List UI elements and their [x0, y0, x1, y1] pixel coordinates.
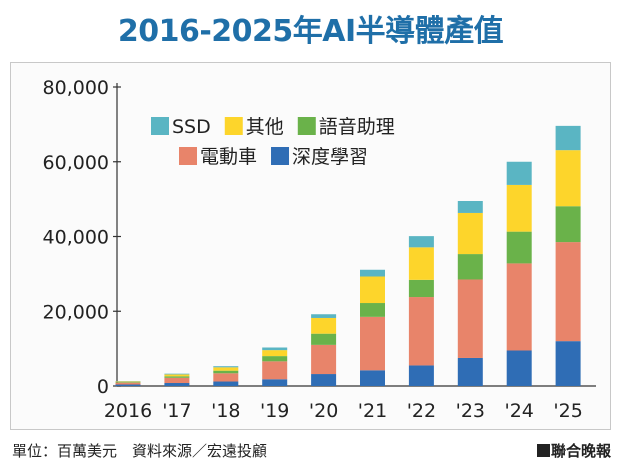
legend-swatch [297, 117, 316, 135]
bar-segment [213, 370, 239, 374]
bar-segment [408, 279, 434, 298]
bar-segment [164, 373, 190, 375]
y-tick-label: 60,000 [43, 152, 109, 174]
bar-segment [115, 381, 141, 383]
bar-segment [457, 212, 483, 255]
bar-segment [213, 381, 239, 386]
brand-square-icon [536, 444, 550, 457]
bar-segment [311, 374, 337, 386]
bar-segment [360, 269, 385, 277]
legend-label: 語音助理 [319, 116, 395, 138]
bar-segment [360, 303, 385, 317]
bar-segment [506, 263, 532, 351]
bar-segment [164, 374, 190, 377]
bar-segment [408, 297, 434, 366]
bar-segment [506, 161, 532, 185]
bar-segment [360, 370, 385, 386]
bar-segment [457, 200, 483, 213]
y-tick-label: 0 [97, 376, 109, 398]
y-tick-label: 80,000 [43, 77, 109, 99]
bar-segment [555, 125, 581, 151]
y-tick-label: 40,000 [43, 227, 109, 249]
bar-segment [311, 314, 337, 318]
bar-segment [360, 316, 385, 371]
bar-segment [115, 384, 141, 386]
bar-segment [262, 347, 288, 351]
publisher-brand: 聯合晚報 [536, 440, 611, 461]
bar-segment [164, 376, 190, 378]
y-tick-label: 20,000 [43, 301, 109, 323]
bar-segment [506, 350, 532, 386]
bar-segment [262, 356, 288, 362]
bar-segment [213, 367, 239, 371]
bar-segment [408, 236, 434, 248]
bar-segment [164, 377, 190, 384]
bar-segment [555, 150, 581, 207]
x-tick-label: '17 [162, 400, 191, 422]
x-tick-label: '19 [260, 400, 289, 422]
bar-segment [457, 279, 483, 358]
bar-segment [164, 383, 190, 386]
x-tick-label: '20 [309, 400, 338, 422]
x-tick-label: '21 [358, 400, 387, 422]
legend-swatch [179, 147, 197, 165]
legend-label: 深度學習 [292, 146, 368, 168]
bar-segment [408, 365, 434, 386]
bar-segment [408, 247, 434, 280]
bar-segment [311, 344, 337, 375]
legend-swatch [151, 117, 169, 135]
bar-segment [262, 379, 288, 386]
legend-label: SSD [172, 116, 211, 138]
bar-segment [262, 350, 288, 357]
brand-label: 聯合晚報 [550, 442, 611, 460]
bar-segment [506, 184, 532, 232]
unit-source-note: 單位：百萬美元 資料來源／宏遠投顧 [12, 442, 268, 460]
bar-segment [115, 382, 141, 385]
chart-title: 2016-2025年AI半導體產值 [117, 14, 504, 49]
bar-segment [555, 242, 581, 342]
bar-segment [457, 357, 483, 386]
x-tick-label: 2016 [104, 400, 152, 422]
chart-panel: 0 20,000 40,000 60,000 80,000 2016 '17 '18 '19 '2… [10, 62, 611, 430]
legend-swatch [224, 117, 243, 135]
x-tick-label: '25 [553, 400, 582, 422]
legend-swatch [271, 147, 290, 165]
bar-segment [555, 341, 581, 386]
bar-segment [457, 254, 483, 280]
bar-segment [115, 382, 141, 383]
bar-segment [213, 373, 239, 382]
x-tick-label: '24 [504, 400, 533, 422]
bar-segment [360, 276, 385, 304]
x-tick-label: '23 [456, 400, 485, 422]
bar-segment [262, 361, 288, 380]
legend-label: 其他 [246, 116, 284, 138]
bar-segment [311, 333, 337, 345]
legend-label: 電動車 [200, 146, 257, 168]
x-tick-label: '22 [407, 400, 436, 422]
x-tick-label: '18 [211, 400, 240, 422]
bar-segment [555, 206, 581, 243]
bar-segment [311, 317, 337, 334]
stacked-bar-chart: 0 20,000 40,000 60,000 80,000 2016 '17 '18 '19 '2… [43, 77, 596, 422]
bar-segment [506, 231, 532, 264]
bar-segment [213, 366, 239, 368]
